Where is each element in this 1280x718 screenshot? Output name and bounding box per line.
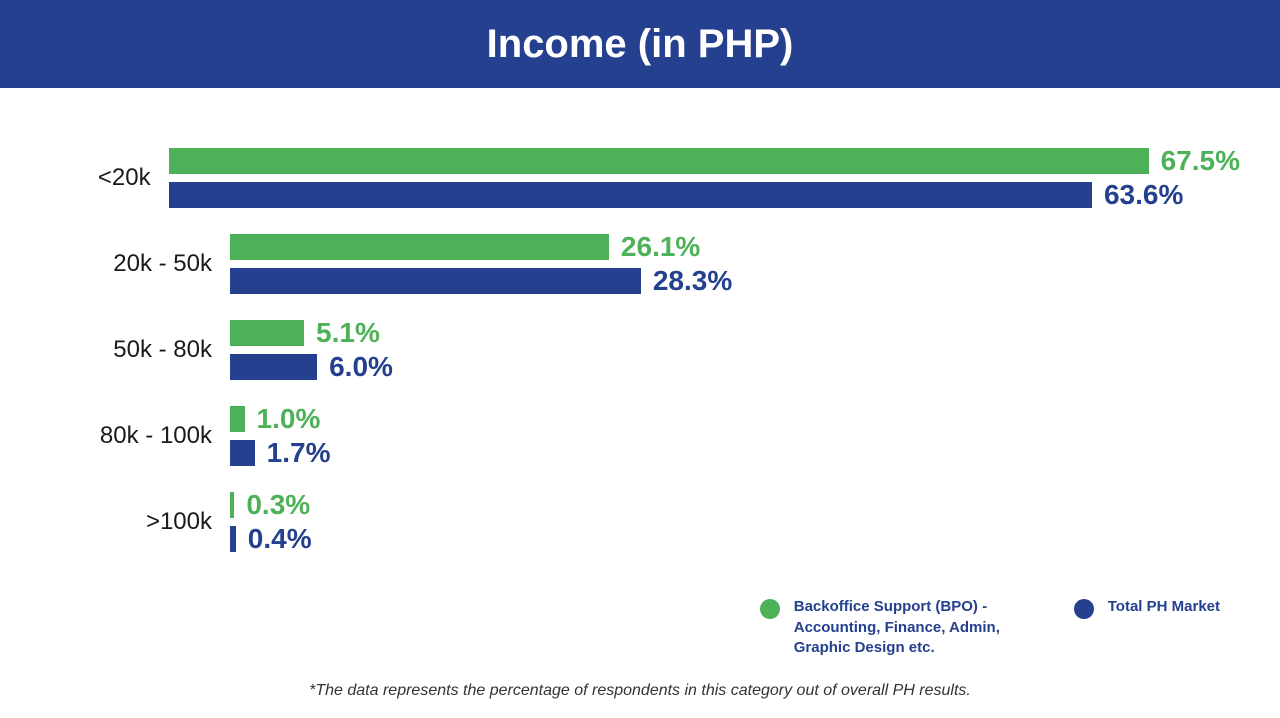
bar-wrap: 1.0% [230,406,1240,432]
bar-wrap: 5.1% [230,320,1240,346]
bar-wrap: 1.7% [230,440,1240,466]
category-label: <20k [40,148,169,208]
bars-container: 0.3%0.4% [230,492,1240,552]
bar-wrap: 26.1% [230,234,1240,260]
bar-wrap: 0.4% [230,526,1240,552]
value-label: 1.0% [257,403,321,435]
bar-chart: <20k67.5%63.6%20k - 50k26.1%28.3%50k - 8… [40,148,1240,552]
footnote: *The data represents the percentage of r… [0,682,1280,700]
bar-wrap: 6.0% [230,354,1240,380]
bar-bpo [230,406,245,432]
bar-total [230,526,236,552]
value-label: 63.6% [1104,179,1183,211]
legend-item-bpo: Backoffice Support (BPO) - Accounting, F… [760,597,1014,658]
bar-wrap: 67.5% [169,148,1240,174]
bar-wrap: 28.3% [230,268,1240,294]
legend-label: Total PH Market [1108,597,1220,617]
value-label: 1.7% [267,437,331,469]
bar-total [230,354,317,380]
value-label: 0.3% [246,489,310,521]
bars-container: 1.0%1.7% [230,406,1240,466]
value-label: 26.1% [621,231,700,263]
page-title: Income (in PHP) [487,22,794,67]
bar-bpo [230,320,304,346]
legend-item-total: Total PH Market [1074,597,1220,619]
category-label: 80k - 100k [40,406,230,466]
chart-row: >100k0.3%0.4% [40,492,1240,552]
chart-row: 80k - 100k1.0%1.7% [40,406,1240,466]
legend-swatch [1074,599,1094,619]
legend-label: Backoffice Support (BPO) - Accounting, F… [794,597,1014,658]
legend: Backoffice Support (BPO) - Accounting, F… [760,597,1220,658]
bar-total [230,268,641,294]
bar-bpo [230,492,234,518]
bar-total [230,440,255,466]
legend-swatch [760,599,780,619]
value-label: 0.4% [248,523,312,555]
bar-bpo [230,234,609,260]
category-label: >100k [40,492,230,552]
bars-container: 67.5%63.6% [169,148,1240,208]
bar-total [169,182,1092,208]
value-label: 5.1% [316,317,380,349]
bar-bpo [169,148,1149,174]
bar-wrap: 0.3% [230,492,1240,518]
bars-container: 5.1%6.0% [230,320,1240,380]
chart-row: <20k67.5%63.6% [40,148,1240,208]
value-label: 6.0% [329,351,393,383]
category-label: 20k - 50k [40,234,230,294]
bars-container: 26.1%28.3% [230,234,1240,294]
chart-row: 20k - 50k26.1%28.3% [40,234,1240,294]
value-label: 28.3% [653,265,732,297]
value-label: 67.5% [1161,145,1240,177]
bar-wrap: 63.6% [169,182,1240,208]
title-banner: Income (in PHP) [0,0,1280,88]
category-label: 50k - 80k [40,320,230,380]
chart-row: 50k - 80k5.1%6.0% [40,320,1240,380]
